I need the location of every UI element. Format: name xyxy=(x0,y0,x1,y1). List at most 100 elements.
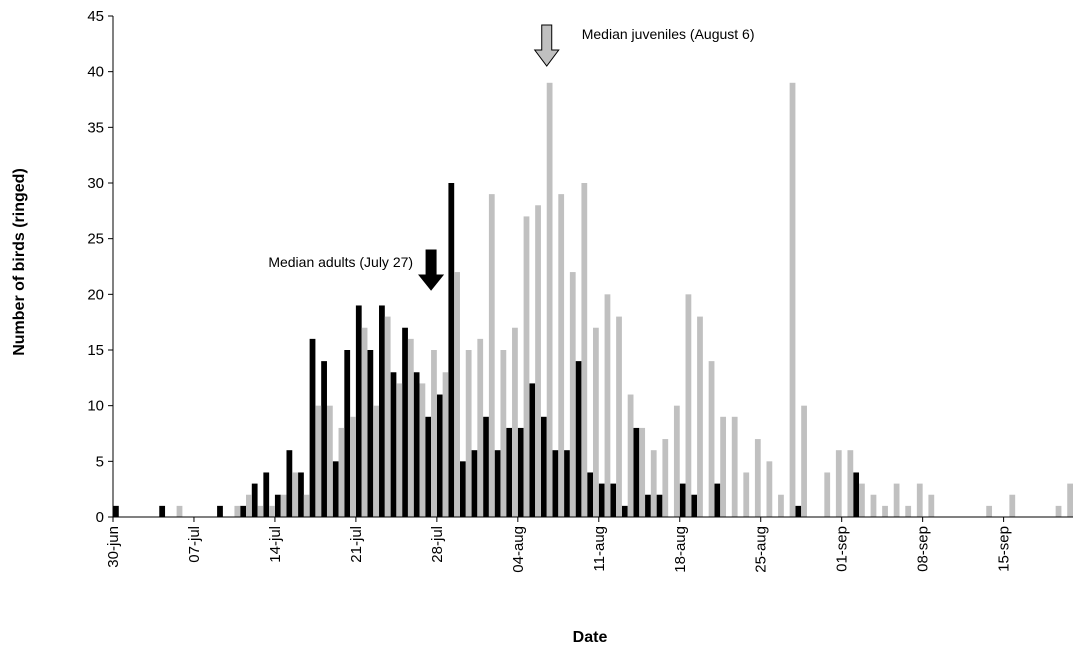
bar-juveniles xyxy=(280,494,287,517)
bar-adults xyxy=(471,450,478,517)
bar-juveniles xyxy=(176,505,183,517)
bar-juveniles xyxy=(246,494,252,517)
median-adults-arrow xyxy=(418,249,445,291)
x-tick-label: 01-sep xyxy=(834,526,851,572)
bar-juveniles xyxy=(778,494,784,517)
bar-adults xyxy=(575,361,582,517)
bar-juveniles xyxy=(720,416,727,517)
bar-adults xyxy=(621,505,628,517)
median-adults-label: Median adults (July 27) xyxy=(268,254,413,270)
bar-juveniles xyxy=(859,483,865,517)
bar-adults xyxy=(679,483,686,517)
bar-juveniles xyxy=(743,472,750,517)
bar-adults xyxy=(240,505,247,517)
bar-juveniles xyxy=(685,294,692,517)
bar-juveniles xyxy=(627,394,634,517)
bar-juveniles xyxy=(269,505,275,517)
x-tick-label: 21-jul xyxy=(348,526,365,563)
bar-juveniles xyxy=(257,505,264,517)
bar-juveniles xyxy=(616,316,622,517)
bar-adults xyxy=(355,305,362,517)
bar-juveniles xyxy=(801,405,807,517)
median-juveniles-arrow xyxy=(533,24,560,67)
bar-juveniles xyxy=(442,372,449,517)
bar-adults xyxy=(795,505,802,517)
bar-juveniles xyxy=(546,82,553,518)
bar-adults xyxy=(413,372,420,517)
y-tick-label: 0 xyxy=(96,509,104,526)
bar-juveniles xyxy=(465,350,472,517)
x-axis-title: Date xyxy=(573,629,608,646)
bar-juveniles xyxy=(500,350,507,517)
bar-adults xyxy=(633,427,640,517)
bar-juveniles xyxy=(373,405,380,517)
x-tick-label: 11-aug xyxy=(591,526,608,572)
bar-adults xyxy=(853,472,860,517)
bar-adults xyxy=(529,383,536,517)
bar-juveniles xyxy=(604,294,611,517)
bar-juveniles xyxy=(673,405,680,517)
bar-juveniles xyxy=(303,494,310,517)
x-tick-label: 14-jul xyxy=(267,526,284,563)
bar-adults xyxy=(251,483,258,517)
x-tick-label: 15-sep xyxy=(996,526,1013,572)
bar-juveniles xyxy=(847,450,854,517)
bar-adults xyxy=(552,450,559,517)
bar-adults xyxy=(298,472,304,517)
bar-adults xyxy=(610,483,617,517)
bar-juveniles xyxy=(350,416,356,517)
bar-adults xyxy=(113,505,119,517)
bar-adults xyxy=(379,305,385,517)
bar-adults xyxy=(587,472,593,517)
bar-juveniles xyxy=(835,450,842,517)
bar-juveniles xyxy=(569,272,576,517)
bar-adults xyxy=(645,494,651,517)
bar-juveniles xyxy=(558,194,565,517)
bar-adults xyxy=(344,350,351,517)
bar-juveniles xyxy=(1067,483,1073,517)
bar-juveniles xyxy=(662,439,669,517)
bar-adults xyxy=(402,327,408,517)
bar-adults xyxy=(540,416,547,517)
bar-juveniles xyxy=(893,483,900,517)
bar-juveniles xyxy=(361,327,368,517)
bar-adults xyxy=(274,494,281,517)
x-tick-label: 04-aug xyxy=(510,526,527,573)
bar-juveniles xyxy=(523,216,530,517)
bar-juveniles xyxy=(488,194,495,517)
bar-juveniles xyxy=(338,427,345,517)
bar-juveniles xyxy=(708,361,715,517)
bar-juveniles xyxy=(419,383,426,517)
bar-adults xyxy=(390,372,397,517)
bar-juveniles xyxy=(766,461,773,517)
bar-juveniles xyxy=(396,383,403,517)
bar-juveniles xyxy=(431,350,437,517)
bar-adults xyxy=(494,450,501,517)
bar-juveniles xyxy=(639,427,646,517)
bar-juveniles xyxy=(697,316,703,517)
bar-juveniles xyxy=(731,416,738,517)
bar-juveniles xyxy=(882,505,888,517)
y-tick-label: 25 xyxy=(87,231,104,248)
bar-adults xyxy=(714,483,721,517)
bar-juveniles xyxy=(454,272,460,517)
bar-juveniles xyxy=(384,316,391,517)
bar-adults xyxy=(517,427,524,517)
bars-layer xyxy=(113,82,1073,518)
y-axis-title: Number of birds (ringed) xyxy=(11,168,28,356)
bar-adults xyxy=(332,461,339,517)
bar-juveniles xyxy=(581,183,588,517)
bar-juveniles xyxy=(535,205,541,517)
bar-juveniles xyxy=(1055,505,1062,517)
bar-adults xyxy=(217,505,223,517)
bar-juveniles xyxy=(1009,494,1016,517)
bar-juveniles xyxy=(315,405,322,517)
y-tick-label: 10 xyxy=(87,398,104,415)
annotations-layer: Median adults (July 27) Median juveniles … xyxy=(268,24,755,291)
bar-juveniles xyxy=(754,439,761,517)
x-tick-label: 28-jul xyxy=(429,526,446,563)
bar-juveniles xyxy=(407,338,414,517)
median-juveniles-label: Median juveniles (August 6) xyxy=(582,26,755,42)
bar-adults xyxy=(425,416,432,517)
